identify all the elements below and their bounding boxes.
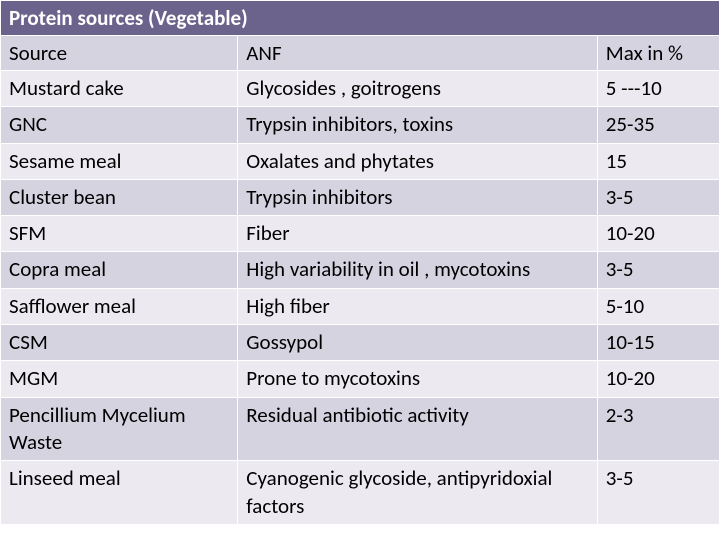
- cell-source: Cluster bean: [1, 179, 238, 215]
- cell-anf: Prone to mycotoxins: [238, 361, 598, 397]
- protein-sources-table: Protein sources (Vegetable) Source ANF M…: [0, 0, 720, 525]
- table-row: Linseed meal Cyanogenic glycoside, antip…: [1, 461, 720, 525]
- cell-anf: Fiber: [238, 216, 598, 252]
- cell-anf: Cyanogenic glycoside, antipyridoxial fac…: [238, 461, 598, 525]
- table-row: Mustard cake Glycosides , goitrogens 5 -…: [1, 71, 720, 107]
- cell-anf: Glycosides , goitrogens: [238, 71, 598, 107]
- cell-source: GNC: [1, 107, 238, 143]
- cell-anf: High fiber: [238, 288, 598, 324]
- cell-anf: Residual antibiotic activity: [238, 397, 598, 461]
- cell-source: CSM: [1, 325, 238, 361]
- table-row: Sesame meal Oxalates and phytates 15: [1, 143, 720, 179]
- cell-max: 5 ---10: [597, 71, 719, 107]
- cell-source: Pencillium Mycelium Waste: [1, 397, 238, 461]
- table-row: Pencillium Mycelium Waste Residual antib…: [1, 397, 720, 461]
- table-row: GNC Trypsin inhibitors, toxins 25-35: [1, 107, 720, 143]
- table-row: Cluster bean Trypsin inhibitors 3-5: [1, 179, 720, 215]
- cell-max: 15: [597, 143, 719, 179]
- cell-max: 10-15: [597, 325, 719, 361]
- cell-max: 5-10: [597, 288, 719, 324]
- cell-anf: High variability in oil , mycotoxins: [238, 252, 598, 288]
- cell-source: Copra meal: [1, 252, 238, 288]
- table-row: SFM Fiber 10-20: [1, 216, 720, 252]
- col-header-anf: ANF: [238, 36, 598, 71]
- cell-max: 3-5: [597, 461, 719, 525]
- cell-max: 2-3: [597, 397, 719, 461]
- cell-anf: Trypsin inhibitors, toxins: [238, 107, 598, 143]
- cell-source: Mustard cake: [1, 71, 238, 107]
- cell-source: Sesame meal: [1, 143, 238, 179]
- table-row: MGM Prone to mycotoxins 10-20: [1, 361, 720, 397]
- cell-max: 3-5: [597, 179, 719, 215]
- table-header-row: Source ANF Max in %: [1, 36, 720, 71]
- cell-anf: Trypsin inhibitors: [238, 179, 598, 215]
- col-header-source: Source: [1, 36, 238, 71]
- table-title: Protein sources (Vegetable): [1, 1, 720, 36]
- table-row: CSM Gossypol 10-15: [1, 325, 720, 361]
- table-row: Copra meal High variability in oil , myc…: [1, 252, 720, 288]
- cell-max: 25-35: [597, 107, 719, 143]
- col-header-max: Max in %: [597, 36, 719, 71]
- cell-max: 3-5: [597, 252, 719, 288]
- table-title-row: Protein sources (Vegetable): [1, 1, 720, 36]
- cell-anf: Gossypol: [238, 325, 598, 361]
- table-row: Safflower meal High fiber 5-10: [1, 288, 720, 324]
- cell-source: Safflower meal: [1, 288, 238, 324]
- cell-max: 10-20: [597, 216, 719, 252]
- cell-source: SFM: [1, 216, 238, 252]
- cell-anf: Oxalates and phytates: [238, 143, 598, 179]
- cell-max: 10-20: [597, 361, 719, 397]
- cell-source: MGM: [1, 361, 238, 397]
- cell-source: Linseed meal: [1, 461, 238, 525]
